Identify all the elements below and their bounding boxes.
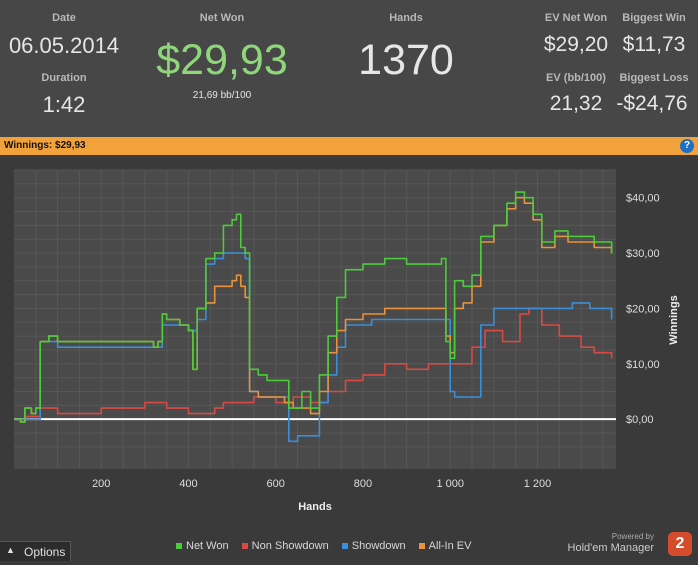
- legend-swatch-icon: [341, 543, 348, 550]
- duration-label: Duration: [41, 72, 87, 84]
- brand-version-badge: 2: [668, 532, 692, 556]
- biggest-loss-value: -$24,76: [616, 92, 688, 115]
- legend-net-won[interactable]: Net Won: [176, 540, 229, 552]
- options-toggle[interactable]: ▲ Options: [0, 541, 71, 561]
- legend-all-in-ev[interactable]: All-In EV: [418, 540, 472, 552]
- net-won-value: $29,93: [156, 36, 288, 84]
- winnings-header-bar: Winnings: $29,93 ?: [0, 137, 698, 155]
- x-tick-label: 600: [267, 478, 285, 490]
- net-won-label: Net Won: [199, 12, 245, 24]
- chart-legend: Net Won Non Showdown Showdown All-In EV: [176, 540, 481, 552]
- legend-swatch-icon: [176, 543, 182, 550]
- brand-name: Hold'em Manager: [567, 542, 654, 554]
- date-value: 06.05.2014: [8, 33, 120, 58]
- x-axis-label: Hands: [298, 501, 332, 513]
- hands-value: 1370: [358, 36, 454, 84]
- biggest-loss-label: Biggest Loss: [619, 72, 689, 84]
- chevron-up-icon: ▲: [6, 545, 15, 555]
- chart-area: 200 400 600 800 1 000 1 200 $0,00 $10,00 $20,00…: [0, 155, 698, 560]
- date-label: Date: [52, 12, 76, 24]
- y-tick-label: $40,00: [626, 193, 660, 205]
- stats-panel: Date 06.05.2014 Duration 1:42 Net Won $2…: [0, 0, 698, 137]
- x-axis-ticks: 200 400 600 800 1 000 1 200: [92, 478, 551, 490]
- legend-label: Showdown: [351, 540, 406, 552]
- ev-net-won-label: EV Net Won: [544, 12, 608, 24]
- brand-powered-by: Powered by: [611, 532, 654, 541]
- winnings-chart: 200 400 600 800 1 000 1 200 $0,00 $10,00 $20,00…: [14, 169, 680, 513]
- legend-swatch-icon: [418, 543, 425, 550]
- x-tick-label: 1 200: [524, 478, 552, 490]
- ev-net-won-value: $29,20: [543, 33, 609, 56]
- legend-label: All-In EV: [428, 540, 472, 552]
- legend-label: Non Showdown: [251, 540, 329, 552]
- y-tick-label: $30,00: [626, 248, 660, 260]
- plot-background: [14, 170, 616, 469]
- x-tick-label: 1 000: [436, 478, 464, 490]
- y-tick-label: $0,00: [626, 414, 654, 426]
- ev-bb100-value: 21,32: [549, 92, 603, 115]
- series-lines: [14, 191, 613, 443]
- y-axis-label: Winnings: [668, 295, 680, 344]
- x-tick-label: 400: [179, 478, 197, 490]
- legend-non-showdown[interactable]: Non Showdown: [241, 540, 329, 552]
- ev-bb100-label: EV (bb/100): [546, 72, 606, 84]
- hands-label: Hands: [389, 12, 423, 24]
- net-won-bb100: 21,69 bb/100: [192, 90, 252, 101]
- legend-showdown[interactable]: Showdown: [341, 540, 406, 552]
- duration-value: 1:42: [42, 92, 86, 117]
- y-axis-ticks: $0,00 $10,00 $20,00 $30,00 $40,00: [626, 193, 660, 426]
- help-icon[interactable]: ?: [680, 139, 694, 153]
- y-tick-label: $20,00: [626, 303, 660, 315]
- x-tick-label: 200: [92, 478, 110, 490]
- biggest-win-label: Biggest Win: [622, 12, 686, 24]
- biggest-win-value: $11,73: [622, 33, 686, 56]
- series-line-net-won: [14, 191, 613, 423]
- legend-swatch-icon: [241, 543, 248, 550]
- y-tick-label: $10,00: [626, 359, 660, 371]
- options-label: Options: [24, 545, 66, 559]
- winnings-title: Winnings: $29,93: [4, 140, 86, 151]
- x-tick-label: 800: [354, 478, 372, 490]
- legend-label: Net Won: [186, 540, 229, 552]
